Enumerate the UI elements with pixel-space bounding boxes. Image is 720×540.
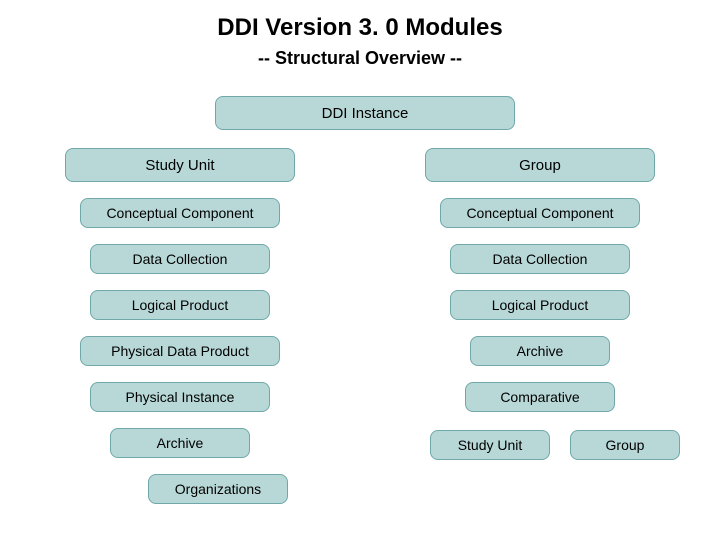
node-cc-left: Conceptual Component bbox=[80, 198, 280, 228]
node-archive-right: Archive bbox=[470, 336, 610, 366]
node-label: Study Unit bbox=[458, 437, 523, 453]
node-label: Physical Data Product bbox=[111, 343, 249, 359]
node-dc-right: Data Collection bbox=[450, 244, 630, 274]
node-organizations: Organizations bbox=[148, 474, 288, 504]
node-label: Logical Product bbox=[132, 297, 229, 313]
page-title: DDI Version 3. 0 Modules bbox=[0, 14, 720, 42]
node-cc-right: Conceptual Component bbox=[440, 198, 640, 228]
page-subtitle: -- Structural Overview -- bbox=[0, 48, 720, 69]
node-lp-left: Logical Product bbox=[90, 290, 270, 320]
node-archive-left: Archive bbox=[110, 428, 250, 458]
node-dc-left: Data Collection bbox=[90, 244, 270, 274]
node-label: Group bbox=[606, 437, 645, 453]
node-ddi-instance: DDI Instance bbox=[215, 96, 515, 130]
node-label: Physical Instance bbox=[126, 389, 235, 405]
node-group-small: Group bbox=[570, 430, 680, 460]
node-label: Study Unit bbox=[145, 157, 214, 174]
node-label: Logical Product bbox=[492, 297, 589, 313]
node-group: Group bbox=[425, 148, 655, 182]
node-label: Data Collection bbox=[133, 251, 228, 267]
node-comparative: Comparative bbox=[465, 382, 615, 412]
node-study-unit: Study Unit bbox=[65, 148, 295, 182]
node-lp-right: Logical Product bbox=[450, 290, 630, 320]
node-label: Group bbox=[519, 157, 561, 174]
node-label: Data Collection bbox=[493, 251, 588, 267]
node-pdp: Physical Data Product bbox=[80, 336, 280, 366]
node-label: Conceptual Component bbox=[106, 205, 253, 221]
node-label: Conceptual Component bbox=[466, 205, 613, 221]
node-label: Organizations bbox=[175, 481, 261, 497]
node-label: Archive bbox=[517, 343, 564, 359]
node-label: DDI Instance bbox=[322, 105, 409, 122]
node-label: Comparative bbox=[500, 389, 579, 405]
node-label: Archive bbox=[157, 435, 204, 451]
node-study-unit-small: Study Unit bbox=[430, 430, 550, 460]
node-pi: Physical Instance bbox=[90, 382, 270, 412]
